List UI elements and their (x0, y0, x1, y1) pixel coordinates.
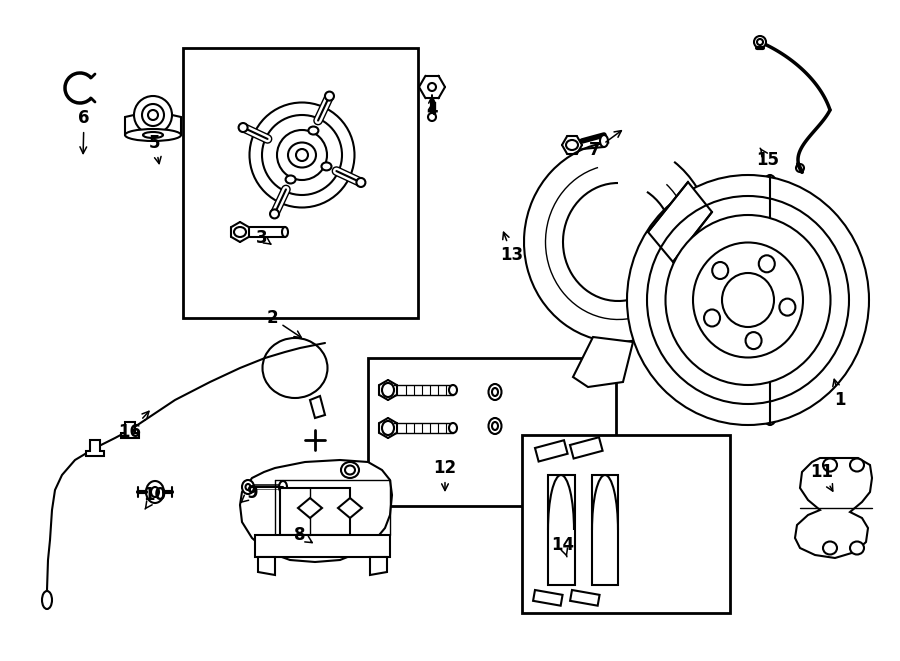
Ellipse shape (382, 383, 394, 397)
Bar (570, 590, 599, 605)
Text: 7: 7 (590, 131, 621, 159)
Ellipse shape (665, 215, 831, 385)
Text: 5: 5 (149, 134, 161, 164)
Ellipse shape (249, 102, 355, 208)
Text: 6: 6 (78, 109, 90, 153)
Ellipse shape (492, 388, 498, 396)
Ellipse shape (754, 36, 766, 48)
Ellipse shape (449, 385, 457, 395)
Polygon shape (795, 458, 872, 558)
Bar (368, 358, 616, 506)
Polygon shape (310, 396, 325, 418)
Text: 11: 11 (811, 463, 833, 491)
Ellipse shape (757, 39, 763, 45)
Polygon shape (121, 422, 139, 438)
Ellipse shape (356, 178, 365, 187)
Ellipse shape (449, 423, 457, 433)
Ellipse shape (296, 149, 308, 161)
Ellipse shape (704, 309, 720, 327)
Ellipse shape (600, 135, 608, 147)
Ellipse shape (341, 462, 359, 478)
Ellipse shape (745, 332, 761, 349)
Text: 12: 12 (434, 459, 456, 490)
Ellipse shape (151, 487, 159, 497)
Text: 2: 2 (266, 309, 302, 338)
Polygon shape (592, 475, 618, 585)
Polygon shape (648, 182, 712, 262)
Ellipse shape (242, 480, 254, 494)
Text: 10: 10 (143, 486, 166, 509)
Text: 15: 15 (757, 148, 779, 169)
Text: 14: 14 (552, 536, 574, 557)
Text: 4: 4 (427, 95, 437, 119)
Bar (570, 437, 603, 459)
Ellipse shape (277, 130, 327, 180)
Text: 9: 9 (241, 484, 257, 502)
Ellipse shape (823, 459, 837, 471)
Text: 8: 8 (294, 526, 312, 544)
Ellipse shape (566, 140, 578, 150)
Ellipse shape (428, 83, 436, 91)
Polygon shape (370, 557, 387, 575)
Bar (183, 48, 418, 318)
Polygon shape (86, 440, 104, 456)
Ellipse shape (492, 422, 498, 430)
Bar (280, 488, 350, 535)
Ellipse shape (262, 115, 342, 195)
Bar (535, 440, 568, 461)
Bar (255, 535, 390, 557)
Ellipse shape (850, 459, 864, 471)
Ellipse shape (489, 384, 501, 400)
Ellipse shape (693, 243, 803, 358)
Ellipse shape (142, 104, 164, 126)
Ellipse shape (712, 262, 728, 279)
Bar (533, 590, 562, 605)
Ellipse shape (309, 126, 319, 135)
Text: 13: 13 (500, 232, 524, 264)
Ellipse shape (345, 465, 355, 475)
Ellipse shape (382, 421, 394, 435)
Text: 1: 1 (832, 379, 846, 409)
Polygon shape (258, 557, 275, 575)
Ellipse shape (321, 163, 331, 171)
Ellipse shape (42, 591, 52, 609)
Ellipse shape (125, 129, 181, 141)
Polygon shape (548, 475, 575, 585)
Ellipse shape (246, 484, 250, 490)
Polygon shape (338, 498, 362, 518)
Ellipse shape (759, 255, 775, 272)
Ellipse shape (325, 92, 334, 100)
Ellipse shape (796, 164, 804, 172)
Polygon shape (240, 460, 392, 562)
Bar (522, 435, 730, 613)
Ellipse shape (148, 110, 158, 120)
Ellipse shape (282, 227, 288, 237)
Ellipse shape (234, 227, 246, 237)
Ellipse shape (627, 175, 869, 425)
Ellipse shape (279, 481, 287, 493)
Ellipse shape (238, 123, 248, 132)
Ellipse shape (285, 175, 295, 184)
Polygon shape (573, 337, 633, 387)
Text: 3: 3 (256, 229, 271, 247)
Text: 16: 16 (119, 411, 149, 441)
Ellipse shape (823, 541, 837, 555)
Ellipse shape (288, 143, 316, 167)
Ellipse shape (489, 418, 501, 434)
Ellipse shape (748, 175, 792, 425)
Ellipse shape (270, 210, 279, 218)
Ellipse shape (850, 541, 864, 555)
Polygon shape (298, 498, 322, 518)
Ellipse shape (722, 273, 774, 327)
Ellipse shape (779, 299, 796, 315)
Ellipse shape (428, 113, 436, 121)
Ellipse shape (146, 481, 164, 503)
Ellipse shape (143, 132, 163, 138)
Ellipse shape (134, 96, 172, 134)
